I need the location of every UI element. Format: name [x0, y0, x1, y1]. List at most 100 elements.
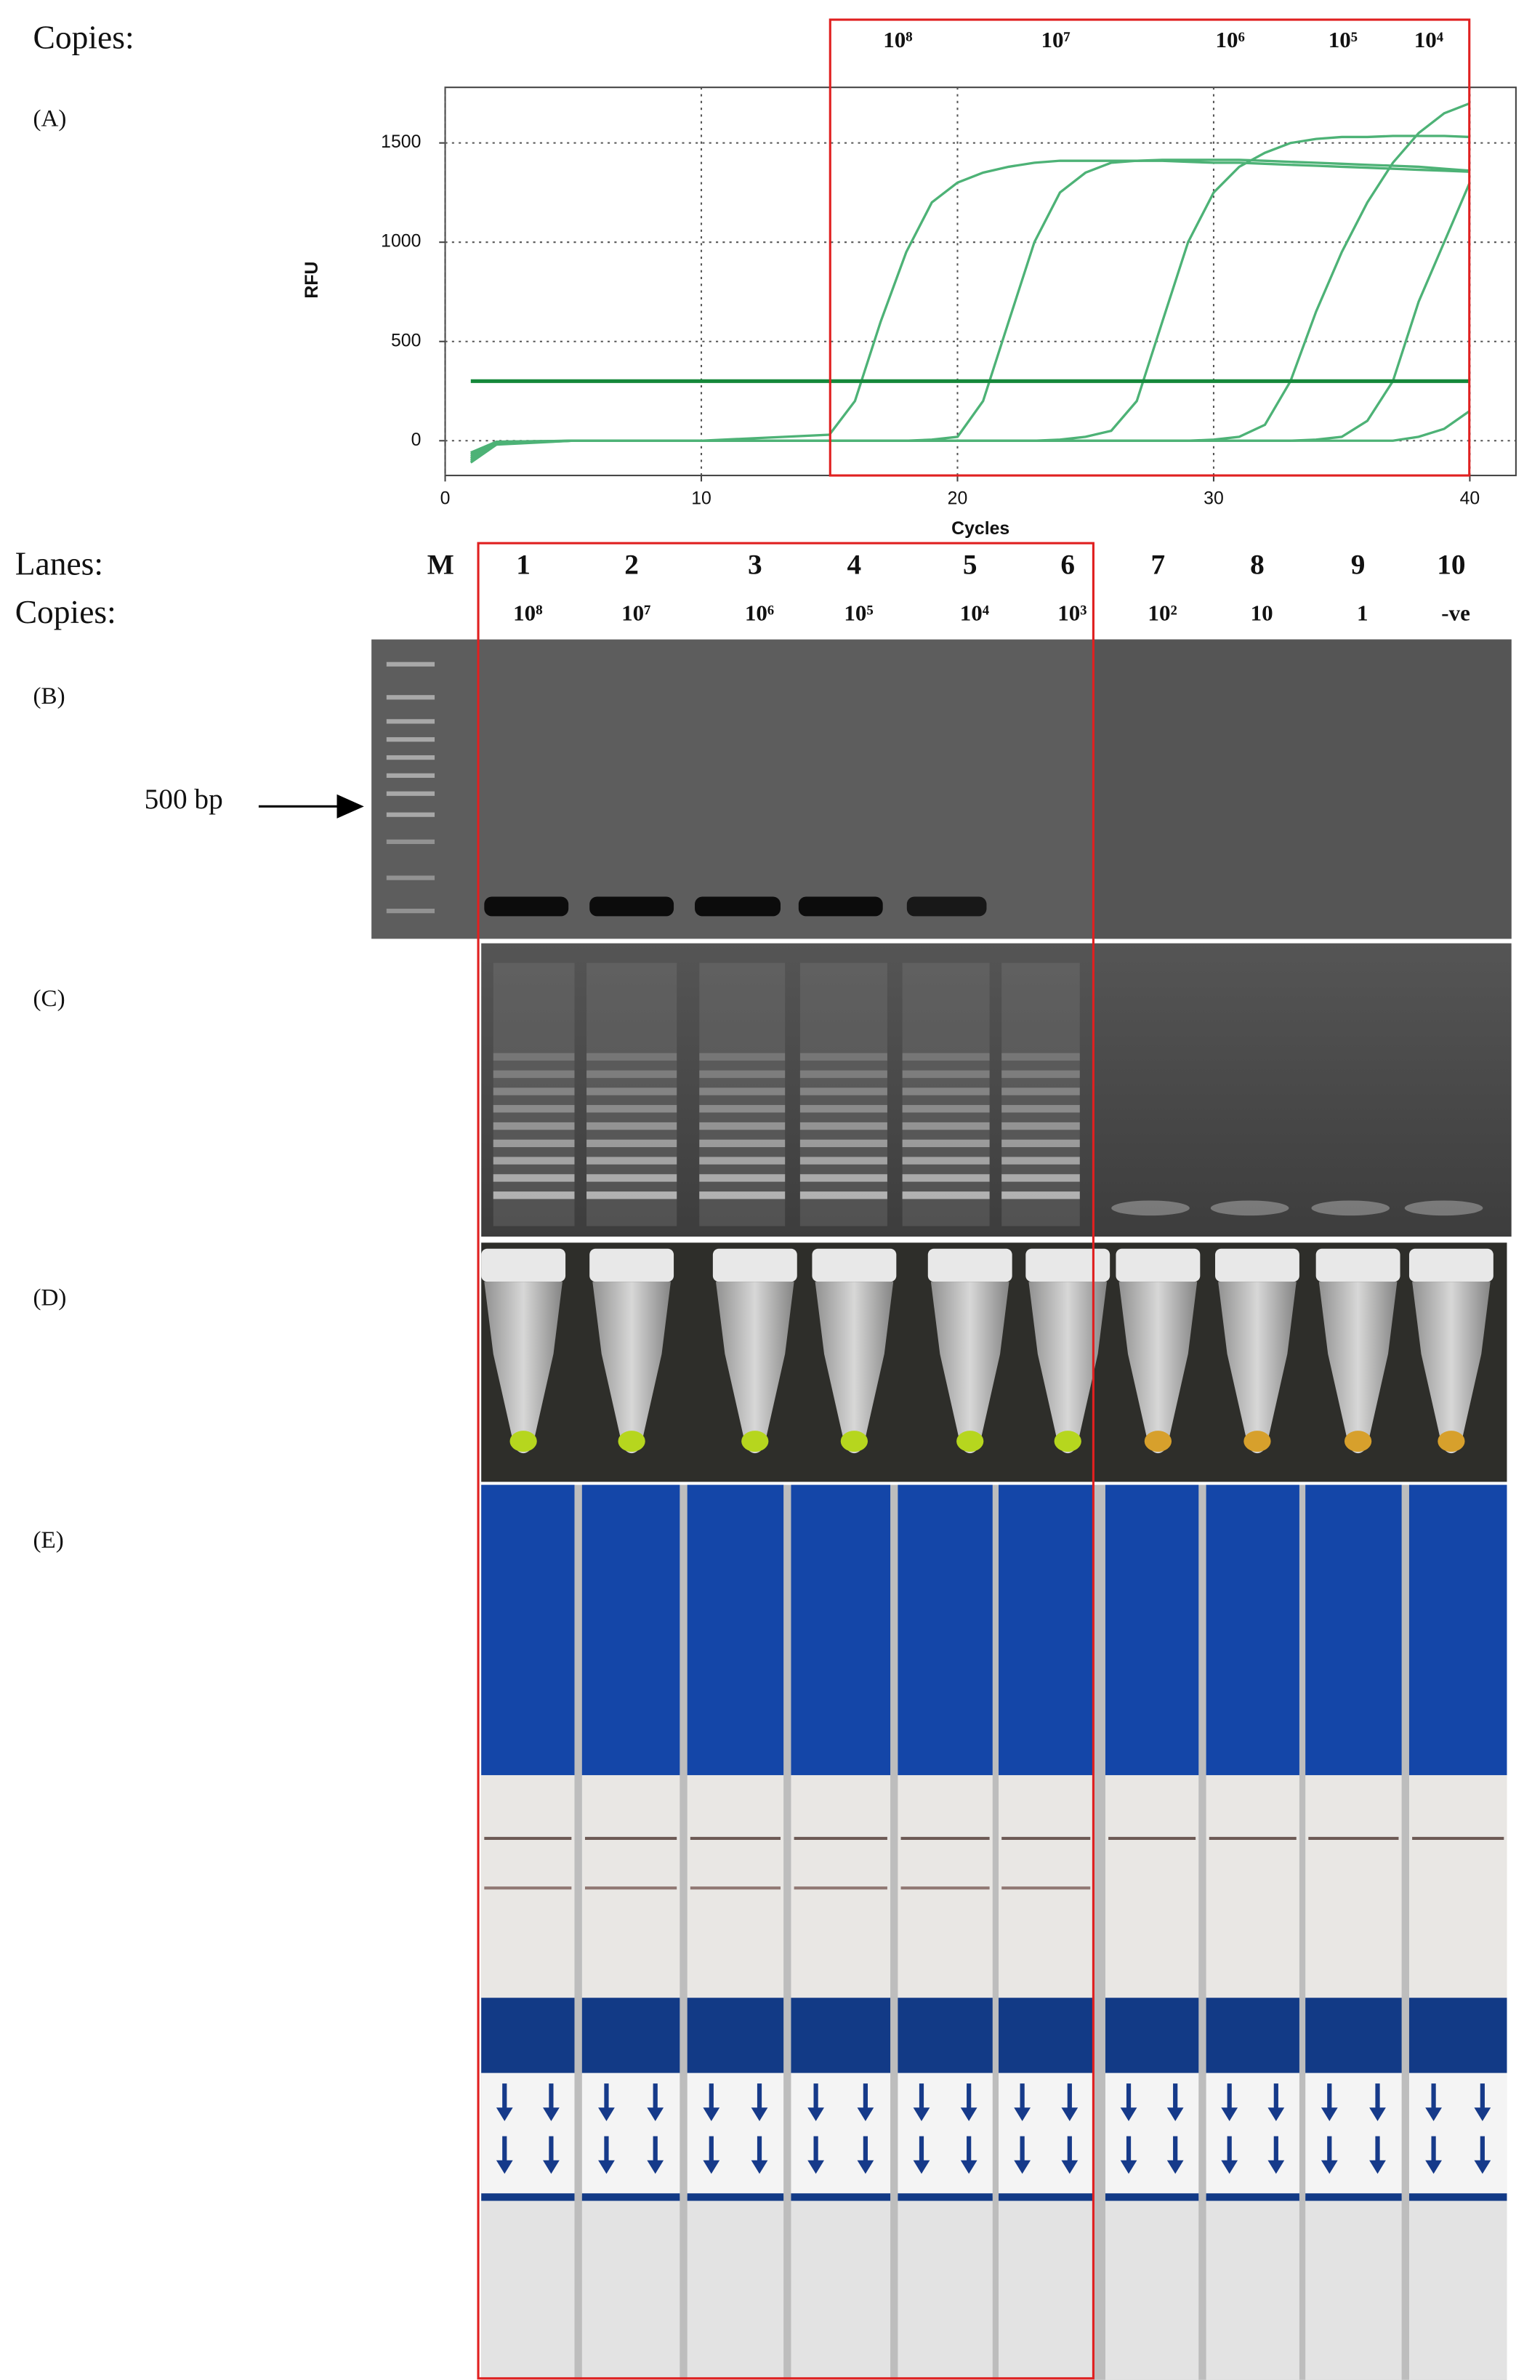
tube-liquid — [1243, 1431, 1271, 1452]
lamp-band — [699, 1053, 786, 1061]
strip-arrow — [496, 2083, 513, 2121]
strip-top — [999, 1484, 1094, 1775]
strip-arrow — [1474, 2083, 1491, 2121]
lane-number: 9 — [1351, 548, 1366, 580]
tube-liquid — [956, 1431, 984, 1452]
strip-arrow — [1061, 2083, 1079, 2121]
strip-arrow — [598, 2136, 615, 2174]
lamp-band — [699, 1139, 786, 1148]
strip-arrow-area — [1305, 2073, 1402, 2197]
lamp-band — [902, 1191, 990, 1199]
lamp-band — [699, 1122, 786, 1130]
tube-body — [930, 1282, 1009, 1454]
tube-liquid — [741, 1431, 769, 1452]
strip-arrow — [1267, 2083, 1285, 2121]
ladder-band — [386, 812, 435, 817]
strip-arrow — [703, 2136, 720, 2174]
strip-line — [581, 2193, 680, 2201]
series-label: 10⁷ — [1041, 27, 1071, 52]
strip-blue-band — [999, 1998, 1094, 2073]
tube-body — [1218, 1282, 1297, 1454]
strip-line — [687, 2193, 784, 2201]
strip-arrow-area — [791, 2073, 891, 2197]
strip-arrow — [1120, 2083, 1137, 2121]
copies-header: Copies: — [33, 18, 134, 55]
strip-line — [791, 2193, 891, 2201]
tube-liquid — [840, 1431, 868, 1452]
lamp-band — [586, 1139, 677, 1148]
x-tick-label: 20 — [948, 489, 968, 509]
pcr-band — [484, 896, 569, 917]
strip-arrow-area — [1408, 2073, 1507, 2197]
ladder-band — [386, 773, 435, 779]
strip-top — [1408, 1484, 1507, 1775]
lamp-band — [799, 1070, 887, 1078]
lamp-band — [699, 1157, 786, 1165]
lamp-band — [902, 1070, 990, 1078]
y-tick-label: 1000 — [381, 232, 421, 252]
series-label: 10⁵ — [1329, 27, 1358, 52]
lamp-band — [493, 1088, 575, 1095]
strip-arrow — [960, 2083, 977, 2121]
strip-arrow — [1425, 2136, 1442, 2174]
ladder-band — [386, 719, 435, 724]
lamp-band — [799, 1088, 887, 1095]
qpcr-curve — [469, 159, 1470, 464]
lane-number: 2 — [624, 548, 639, 580]
tube-cap — [589, 1248, 674, 1282]
ladder-band — [386, 791, 435, 796]
strip-top — [687, 1484, 784, 1775]
strip-arrow — [1267, 2136, 1285, 2174]
strip-line — [999, 2193, 1094, 2201]
strip-pad — [581, 2200, 680, 2380]
tube-cap — [712, 1248, 797, 1282]
tube-liquid — [1438, 1431, 1465, 1452]
panel-label: (A) — [33, 105, 67, 132]
lamp-band — [586, 1122, 677, 1130]
x-tick-label: 0 — [440, 489, 451, 509]
lane-copies: 10⁷ — [621, 600, 650, 626]
lane-number: 3 — [748, 548, 762, 580]
strip-arrow — [751, 2136, 768, 2174]
pcr-band — [589, 896, 674, 917]
tube-body — [716, 1282, 794, 1454]
primer-dimer — [1210, 1200, 1289, 1216]
x-axis-title: Cycles — [951, 519, 1009, 539]
y-axis-title: RFU — [302, 262, 322, 299]
strip-top — [1206, 1484, 1299, 1775]
strip-line — [1408, 2193, 1507, 2201]
panel-label: (B) — [33, 683, 65, 709]
lamp-band — [799, 1139, 887, 1148]
lanes-label: Lanes: — [15, 545, 103, 582]
lamp-smear — [1001, 962, 1080, 1226]
ladder-band — [386, 839, 435, 845]
strip-membrane — [1105, 1774, 1199, 1998]
strip-arrow — [703, 2083, 720, 2121]
lamp-band — [902, 1122, 990, 1130]
lamp-smear — [493, 962, 575, 1226]
tube-cap — [1215, 1248, 1299, 1282]
gel-c — [481, 943, 1512, 1237]
tube-liquid — [1054, 1431, 1081, 1452]
lamp-band — [493, 1070, 575, 1078]
tube-liquid — [1144, 1431, 1172, 1452]
highlight-box — [829, 18, 1471, 477]
qpcr-chart: 0 500 1000 1500 0 10 20 30 40 10⁸ 10⁷ 10⁶ 10⁵ 10⁴ — [381, 27, 1517, 509]
lamp-band — [1001, 1088, 1080, 1095]
lane-number: 5 — [963, 548, 977, 580]
lamp-band — [902, 1088, 990, 1095]
strip-arrow — [1474, 2136, 1491, 2174]
strip-arrow-area — [1105, 2073, 1199, 2197]
strip-arrow — [857, 2083, 874, 2121]
primer-dimer — [1111, 1200, 1190, 1216]
lamp-band — [799, 1191, 887, 1199]
lamp-band — [1001, 1053, 1080, 1061]
lane-copies: 10⁶ — [745, 600, 774, 626]
lamp-band — [799, 1157, 887, 1165]
lane-copies: 10⁵ — [844, 600, 873, 626]
strip-arrow — [647, 2083, 664, 2121]
lamp-band — [493, 1174, 575, 1182]
strip-blue-band — [581, 1998, 680, 2073]
lamp-band — [799, 1122, 887, 1130]
marker-arrow-head — [336, 794, 364, 819]
